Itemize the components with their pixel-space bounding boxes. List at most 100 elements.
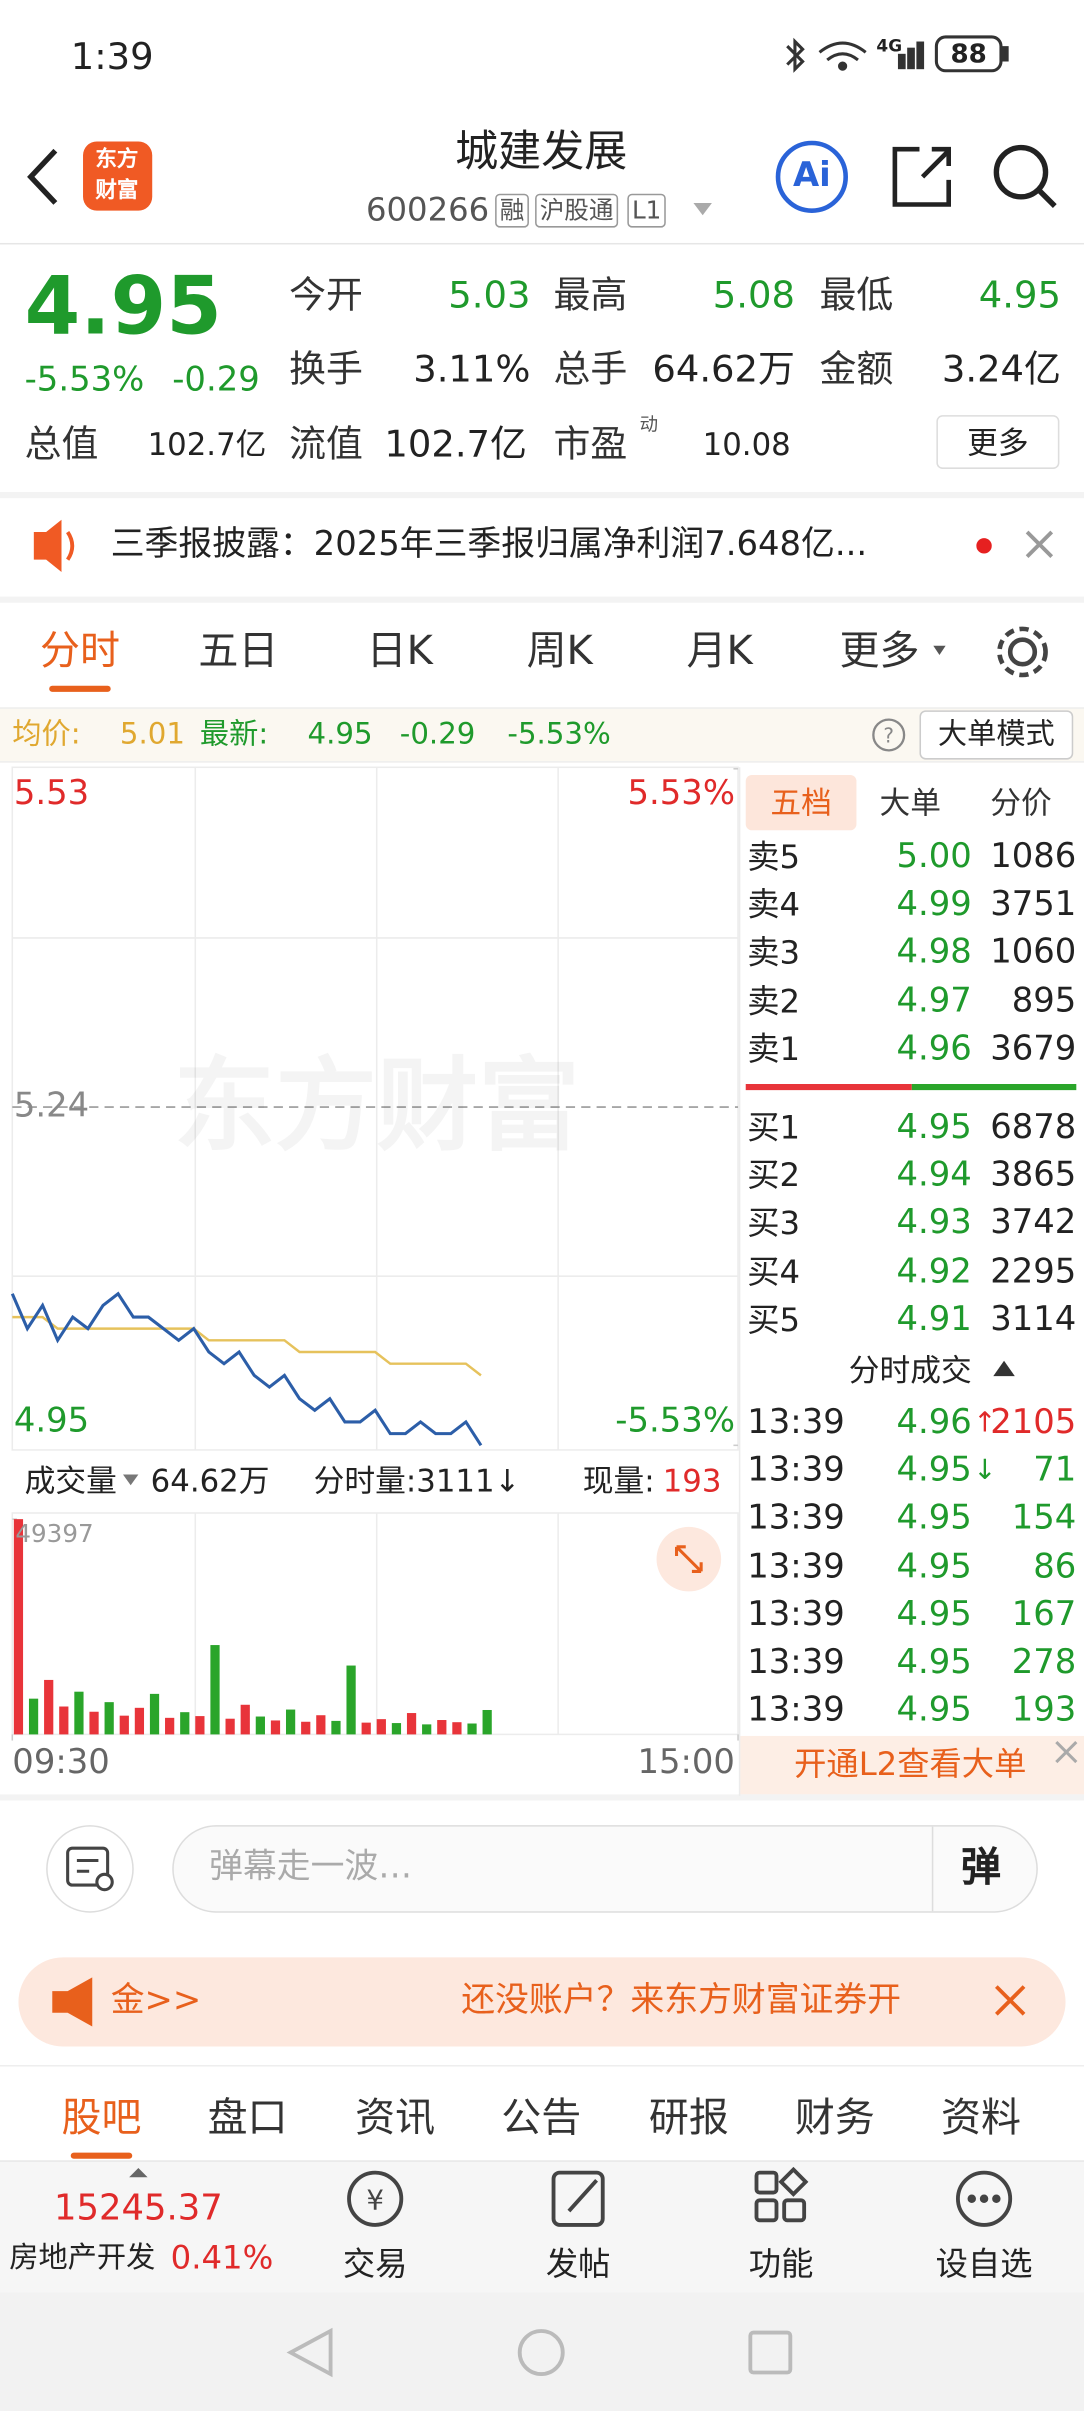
bottom-tab[interactable]: 财务 xyxy=(794,2095,875,2142)
volume-bar xyxy=(316,1715,326,1735)
l2-banner-text[interactable]: 开通L2查看大单 xyxy=(794,1745,1027,1783)
book-tab[interactable]: 分价 xyxy=(990,784,1052,822)
trade-time: 13:39 xyxy=(747,1547,845,1587)
trade-time: 13:39 xyxy=(747,1691,845,1731)
volume-bar xyxy=(482,1709,492,1735)
tick-volume: 分时量:3111↓ xyxy=(313,1462,521,1500)
more-button[interactable] xyxy=(936,415,1060,469)
quote-label: 总值 xyxy=(24,422,99,466)
book-tab[interactable]: 五档 xyxy=(770,784,832,822)
trade-volume: 167 xyxy=(1011,1595,1077,1635)
ai-label[interactable]: Ai xyxy=(792,156,831,196)
help-icon[interactable]: ? xyxy=(872,718,906,752)
ad-text[interactable]: 还没账户？来东方财富证券开 xyxy=(461,1981,902,2021)
avg-value: 5.01 xyxy=(119,717,185,752)
logo[interactable] xyxy=(83,141,153,211)
trade-volume: 71 xyxy=(1033,1451,1077,1491)
footer-action[interactable]: 发帖 xyxy=(545,2245,611,2283)
book-price: 4.92 xyxy=(896,1252,972,1291)
mode-label[interactable]: 大单模式 xyxy=(937,717,1055,752)
news-text[interactable]: 三季报披露：2025年三季报归属净利润7.648亿... xyxy=(110,525,868,565)
stock-tag: L1 xyxy=(627,193,666,228)
danmaku-button[interactable]: 弹 xyxy=(960,1845,1001,1892)
chart-tab[interactable]: 周K xyxy=(526,628,593,676)
chart-tab[interactable]: 五日 xyxy=(198,628,279,676)
close-button[interactable] xyxy=(1025,530,1054,558)
volume-bar xyxy=(285,1709,296,1735)
danmaku-input[interactable] xyxy=(172,1825,1038,1913)
book-price: 4.99 xyxy=(896,885,972,925)
volume-bar xyxy=(195,1716,205,1735)
book-tab[interactable]: 大单 xyxy=(879,784,942,822)
chart-tab[interactable]: 更多 xyxy=(839,628,920,676)
volume-bar xyxy=(331,1720,341,1735)
trade-time: 13:39 xyxy=(747,1499,845,1539)
trade-volume: 193 xyxy=(1011,1691,1077,1731)
mode-button[interactable] xyxy=(919,710,1074,760)
bottom-tab[interactable]: 研报 xyxy=(648,2095,729,2142)
share-button[interactable] xyxy=(892,146,951,207)
chart-tab[interactable]: 日K xyxy=(366,628,433,676)
dropdown-icon[interactable] xyxy=(693,202,712,216)
bottom-tab[interactable]: 盘口 xyxy=(207,2095,288,2142)
danmaku-icon[interactable] xyxy=(46,1825,134,1913)
bottom-tab[interactable]: 公告 xyxy=(501,2095,582,2142)
volume-bar xyxy=(376,1719,386,1735)
footer-action[interactable]: 设自选 xyxy=(935,2245,1033,2283)
book-price: 4.98 xyxy=(896,933,972,973)
danmaku-placeholder[interactable]: 弹幕走一波… xyxy=(209,1848,413,1887)
close-button[interactable] xyxy=(994,1985,1026,2016)
book-label: 卖1 xyxy=(747,1030,801,1068)
trade-price: 4.95 xyxy=(896,1451,972,1491)
latest-change-pct: -5.53% xyxy=(507,717,611,752)
ad-banner[interactable] xyxy=(18,1957,1066,2047)
volume-bar xyxy=(255,1716,265,1735)
ai-button[interactable] xyxy=(775,140,848,213)
volume-bar xyxy=(210,1645,220,1735)
book-price: 4.95 xyxy=(896,1108,972,1148)
book-volume: 3751 xyxy=(990,885,1077,925)
more-label[interactable]: 更多 xyxy=(967,424,1029,462)
book-label: 买4 xyxy=(747,1253,801,1291)
book-price: 4.91 xyxy=(896,1300,972,1339)
quote-label: 最高 xyxy=(553,273,628,317)
trade-price: 4.95 xyxy=(896,1691,972,1731)
volume-bar xyxy=(180,1712,190,1735)
y-tick-label: 5.24 xyxy=(13,1087,90,1126)
l2-banner[interactable] xyxy=(739,1735,1084,1795)
bottom-tab[interactable]: 股吧 xyxy=(61,2095,142,2142)
footer-action[interactable]: 功能 xyxy=(748,2245,814,2283)
nav-buttons[interactable] xyxy=(286,2327,793,2378)
back-button[interactable] xyxy=(27,148,58,205)
settings-button[interactable] xyxy=(997,626,1048,678)
book-volume: 3679 xyxy=(990,1029,1077,1069)
ad-left[interactable]: 金>> xyxy=(110,1981,202,2021)
bottom-tab[interactable]: 资讯 xyxy=(355,2095,436,2142)
sort-icon[interactable] xyxy=(993,1360,1015,1377)
book-price: 4.94 xyxy=(896,1156,972,1195)
book-volume: 3865 xyxy=(990,1156,1077,1195)
trade-volume: 154 xyxy=(1011,1499,1077,1539)
book-tab-active[interactable] xyxy=(745,774,857,831)
volume-bar xyxy=(240,1704,250,1735)
section-gap xyxy=(0,492,1084,499)
chart-tab[interactable]: 分时 xyxy=(39,628,120,676)
trade-price: 4.95 xyxy=(896,1595,972,1635)
quote-value: 5.08 xyxy=(712,273,795,317)
quote-value: 3.11% xyxy=(413,347,531,391)
chart-tab[interactable]: 月K xyxy=(686,628,753,676)
expand-button[interactable] xyxy=(656,1526,722,1592)
close-button[interactable] xyxy=(1055,1741,1078,1764)
volume-label[interactable]: 成交量 xyxy=(24,1462,117,1500)
footer-action[interactable]: 交易 xyxy=(342,2245,408,2283)
search-button[interactable] xyxy=(993,144,1057,208)
trade-price: 4.95 xyxy=(896,1499,972,1539)
price-line xyxy=(10,1291,483,1447)
stock-tag: 沪股通 xyxy=(535,193,619,228)
bottom-tab[interactable]: 资料 xyxy=(940,2095,1021,2142)
quote-value: 3.24亿 xyxy=(941,347,1061,391)
y2-tick-label: 5.53% xyxy=(627,774,735,814)
section-gap xyxy=(0,596,1084,603)
